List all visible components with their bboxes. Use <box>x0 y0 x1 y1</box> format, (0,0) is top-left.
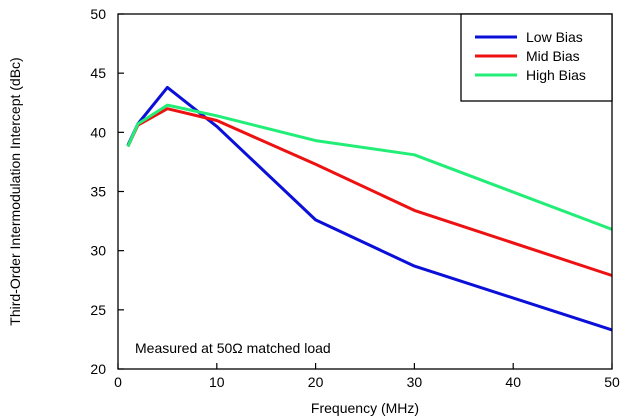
y-axis-title: Third-Order Intermodulation Intercept (d… <box>7 57 23 325</box>
y-tick-label: 30 <box>90 243 106 259</box>
y-tick-label: 25 <box>90 302 106 318</box>
y-tick-label: 50 <box>90 6 106 22</box>
y-tick-label: 20 <box>90 361 106 377</box>
x-tick-label: 0 <box>114 374 122 390</box>
x-tick-label: 40 <box>505 374 521 390</box>
y-tick-label: 35 <box>90 184 106 200</box>
axis-ticks: 0 10 20 30 40 50 20 25 30 35 40 45 50 <box>90 6 620 390</box>
series-line-low-bias <box>126 85 613 332</box>
x-tick-label: 20 <box>308 374 324 390</box>
x-tick-label: 50 <box>604 374 620 390</box>
x-tick-label: 10 <box>209 374 225 390</box>
legend: Low Bias Mid Bias High Bias <box>460 13 613 102</box>
series-line-mid-bias <box>126 107 613 277</box>
legend-box <box>460 13 613 102</box>
series-lines <box>126 85 613 332</box>
series-line-high-bias <box>126 103 613 231</box>
legend-label-high-bias: High Bias <box>526 67 586 83</box>
x-tick-label: 30 <box>407 374 423 390</box>
legend-label-mid-bias: Mid Bias <box>526 48 580 64</box>
legend-label-low-bias: Low Bias <box>526 29 583 45</box>
plot-area-frame <box>117 13 613 370</box>
y-tick-label: 40 <box>90 124 106 140</box>
y-tick-label: 45 <box>90 65 106 81</box>
annotation-text: Measured at 50Ω matched load <box>135 340 331 356</box>
x-axis-title: Frequency (MHz) <box>311 400 419 416</box>
